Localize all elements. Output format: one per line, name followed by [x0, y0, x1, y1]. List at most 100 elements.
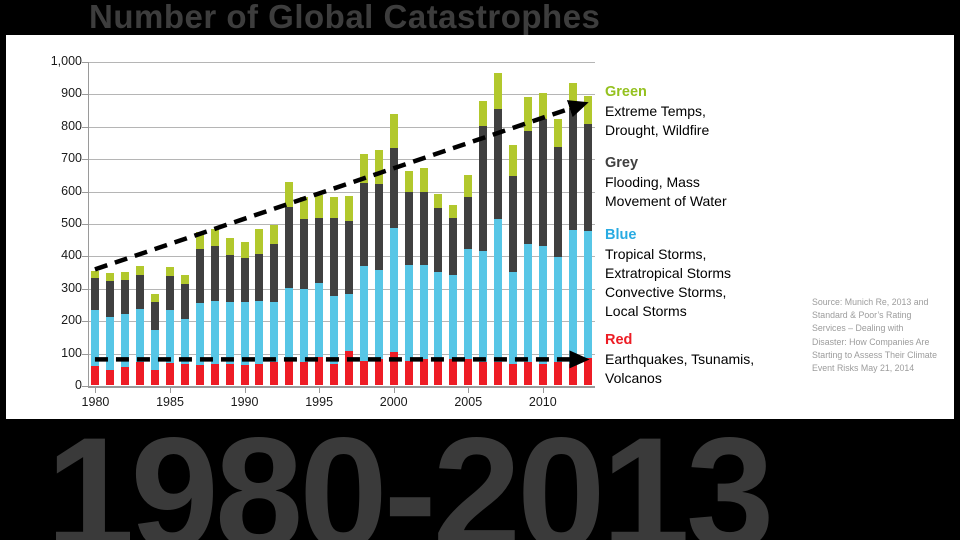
bar-1985-segment-red: [166, 362, 174, 385]
bar-2013-segment-green: [583, 96, 592, 124]
legend-heading-red: Red: [605, 332, 633, 348]
bar-2007-segment-blue: [494, 219, 503, 363]
gridline-500: [88, 224, 595, 225]
gridline-300: [88, 288, 595, 290]
bar-2005-segment-green: [464, 175, 473, 198]
bar-1999: [374, 150, 383, 385]
bar-1993-segment-red: [285, 360, 294, 385]
bar-1983-segment-grey: [136, 274, 145, 309]
y-axis-tick: [82, 321, 88, 323]
bar-1997: [344, 195, 353, 385]
y-axis-label: 100: [61, 345, 82, 360]
bar-1989-segment-red: [225, 363, 234, 385]
bar-1995-segment-red: [315, 357, 324, 385]
bar-2011-segment-blue: [553, 257, 562, 363]
y-axis-tick: [82, 386, 88, 387]
gridline-800: [88, 126, 595, 128]
bar-1992: [270, 224, 279, 385]
bar-1988-segment-green: [210, 229, 219, 247]
legend-text-line: Drought, Wildfire: [605, 122, 710, 138]
bar-1998: [359, 154, 368, 385]
bar-1983-segment-green: [136, 265, 145, 275]
y-axis-label: 0: [75, 378, 82, 392]
bar-2012-segment-red: [568, 363, 577, 385]
bar-2010-segment-green: [538, 92, 547, 120]
y-axis-tick: [82, 94, 88, 96]
bar-1988-segment-red: [210, 363, 219, 385]
bar-1991-segment-grey: [255, 253, 264, 301]
x-axis-label: 1980: [81, 395, 110, 409]
bar-1996-segment-grey: [330, 218, 339, 296]
y-axis-tick: [82, 62, 88, 63]
x-axis-tick: [95, 388, 97, 393]
bar-2010-segment-red: [538, 363, 547, 385]
legend-group-red: Red Earthquakes, Tsunamis, Volcanos: [605, 331, 754, 388]
bar-2013-segment-grey: [583, 123, 592, 231]
bar-1991-segment-green: [255, 228, 264, 254]
bar-2008-segment-red: [508, 363, 517, 385]
y-axis-tick: [82, 353, 88, 355]
bar-2011-segment-grey: [553, 146, 562, 258]
bar-1987-segment-red: [195, 364, 204, 385]
gridline-1000: [88, 62, 595, 63]
bar-2000-segment-blue: [389, 227, 398, 352]
bar-1985-segment-green: [166, 266, 174, 276]
bar-2000-segment-green: [389, 113, 398, 148]
bar-1998-segment-green: [359, 154, 368, 183]
legend-text-line: Tropical Storms,: [605, 246, 707, 262]
bar-1996: [330, 197, 339, 385]
bar-2005-segment-grey: [464, 197, 473, 249]
y-axis-tick: [82, 256, 88, 258]
source-line: Source: Munich Re, 2013 and: [812, 297, 929, 307]
bar-2006-segment-green: [479, 100, 488, 126]
bar-2004-segment-grey: [449, 217, 458, 275]
y-axis-tick: [82, 159, 88, 161]
source-line: Standard & Poor’s Rating: [812, 310, 912, 321]
bar-1997-segment-grey: [344, 220, 353, 294]
gridline-900: [88, 94, 595, 96]
source-line: Disaster: How Companies Are: [812, 336, 930, 347]
bar-1981: [106, 273, 115, 385]
y-axis-label: 500: [61, 216, 82, 230]
bar-2007-segment-grey: [494, 109, 503, 220]
y-axis-label: 600: [61, 183, 82, 198]
bar-1986-segment-blue: [180, 318, 189, 364]
y-axis-tick: [82, 191, 88, 193]
bar-1983: [136, 265, 145, 385]
bar-1990-segment-green: [240, 242, 249, 259]
x-axis-tick: [393, 388, 395, 393]
bar-1992-segment-grey: [270, 244, 279, 303]
bar-2003-segment-blue: [434, 272, 443, 360]
bar-1999-segment-red: [374, 359, 383, 385]
bar-1981-segment-grey: [106, 281, 115, 317]
y-axis-line: [88, 62, 89, 387]
bar-2009-segment-grey: [523, 130, 532, 245]
bar-1981-segment-green: [106, 273, 115, 282]
bar-2006-segment-blue: [479, 250, 488, 363]
x-axis-tick: [468, 388, 470, 393]
bar-1996-segment-blue: [330, 295, 339, 364]
bar-2013-segment-red: [583, 358, 592, 385]
bar-2010-segment-blue: [538, 245, 547, 364]
bar-1986: [180, 274, 189, 385]
bar-2006-segment-grey: [479, 125, 488, 251]
legend-text-line: Earthquakes, Tsunamis,: [605, 351, 755, 367]
bar-2008-segment-green: [508, 145, 517, 177]
bar-1994-segment-red: [300, 362, 309, 385]
y-axis-tick: [82, 126, 88, 128]
bar-1993: [285, 181, 294, 385]
legend-heading-blue: Blue: [605, 227, 637, 243]
bar-2006-segment-red: [479, 362, 488, 385]
gridline-200: [88, 321, 595, 323]
bar-1982-segment-blue: [121, 314, 130, 368]
bar-2013-segment-blue: [583, 230, 592, 359]
bar-2008-segment-blue: [508, 272, 517, 364]
bar-1993-segment-green: [285, 181, 294, 208]
bar-1983-segment-red: [136, 361, 145, 385]
bar-1999-segment-green: [374, 150, 383, 185]
bar-2009-segment-red: [523, 362, 532, 385]
bar-1987-segment-blue: [195, 303, 204, 365]
bar-2003-segment-green: [434, 194, 443, 209]
bar-1987-segment-green: [195, 232, 204, 249]
bar-1990: [240, 242, 249, 385]
